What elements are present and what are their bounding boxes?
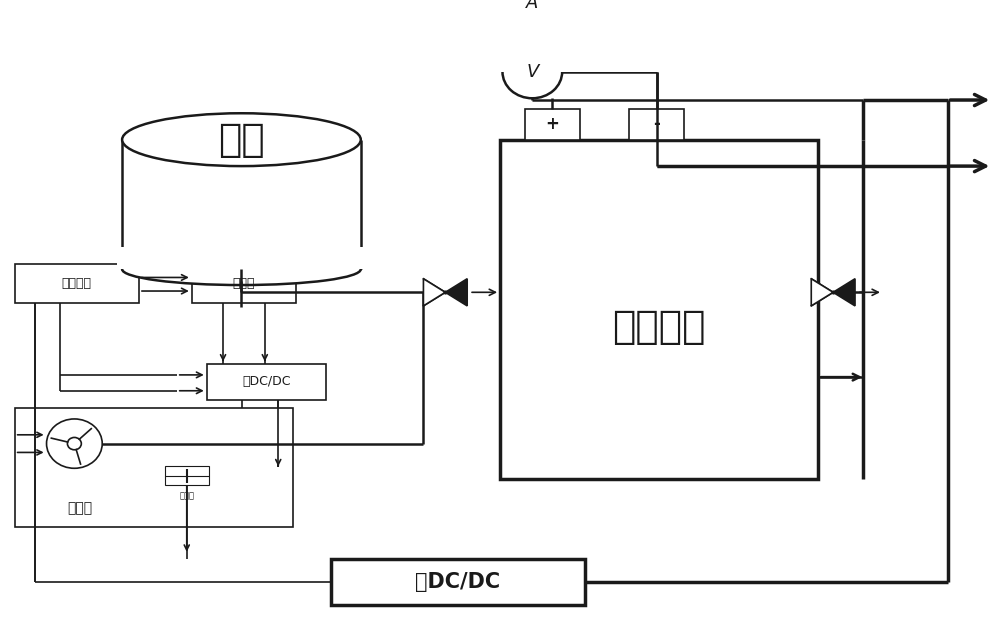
Text: 鼓风机: 鼓风机	[67, 501, 92, 515]
Text: A: A	[526, 0, 539, 12]
Polygon shape	[833, 279, 855, 306]
Text: 二极管: 二极管	[179, 491, 194, 500]
Circle shape	[47, 419, 102, 468]
Bar	[207, 364, 326, 399]
Ellipse shape	[122, 113, 361, 166]
Text: 控制器: 控制器	[233, 277, 255, 290]
Bar	[629, 109, 684, 140]
Text: -: -	[653, 115, 660, 134]
Ellipse shape	[122, 253, 361, 285]
Polygon shape	[445, 279, 467, 306]
Text: 小DC/DC: 小DC/DC	[242, 376, 291, 389]
Bar	[15, 264, 139, 303]
Bar	[331, 559, 585, 605]
Text: V: V	[526, 63, 539, 81]
Circle shape	[67, 438, 81, 450]
Polygon shape	[811, 279, 833, 306]
Bar	[525, 109, 580, 140]
Bar	[117, 247, 366, 269]
Text: 气灘: 气灘	[218, 120, 265, 159]
Circle shape	[502, 45, 562, 98]
Bar	[192, 264, 296, 303]
Bar	[500, 140, 818, 479]
Text: +: +	[545, 115, 559, 134]
Text: 控制电源: 控制电源	[62, 277, 92, 290]
Text: 大DC/DC: 大DC/DC	[415, 572, 500, 592]
Bar	[15, 408, 293, 527]
Text: 燃料电池: 燃料电池	[612, 308, 706, 346]
Polygon shape	[423, 279, 445, 306]
Circle shape	[502, 0, 562, 29]
Bar	[165, 466, 209, 485]
